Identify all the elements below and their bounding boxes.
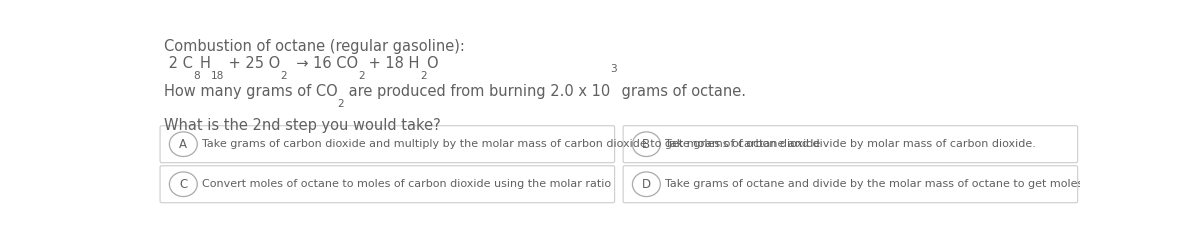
Ellipse shape	[632, 132, 660, 156]
Text: D: D	[642, 178, 650, 191]
Text: O: O	[426, 56, 438, 71]
Text: A: A	[179, 138, 187, 151]
Text: C: C	[179, 178, 187, 191]
Text: 3: 3	[611, 64, 617, 74]
Text: Convert moles of octane to moles of carbon dioxide using the molar ratio: Convert moles of octane to moles of carb…	[202, 179, 611, 189]
Ellipse shape	[169, 172, 197, 197]
FancyBboxPatch shape	[160, 126, 614, 163]
Text: B: B	[642, 138, 650, 151]
Text: 8: 8	[193, 71, 199, 81]
Text: Combustion of octane (regular gasoline):: Combustion of octane (regular gasoline):	[164, 40, 464, 54]
Text: + 25 O: + 25 O	[224, 56, 280, 71]
Ellipse shape	[632, 172, 660, 197]
Text: + 18 H: + 18 H	[365, 56, 420, 71]
Text: Take grams of carbon dioxide and multiply by the molar mass of carbon dioxide to: Take grams of carbon dioxide and multipl…	[202, 139, 820, 149]
Text: What is the 2nd step you would take?: What is the 2nd step you would take?	[164, 118, 440, 133]
FancyBboxPatch shape	[623, 126, 1078, 163]
Text: → 16 CO: → 16 CO	[287, 56, 358, 71]
Text: 2: 2	[337, 99, 344, 109]
Text: grams of octane.: grams of octane.	[617, 84, 746, 99]
Text: are produced from burning 2.0 x 10: are produced from burning 2.0 x 10	[344, 84, 611, 99]
FancyBboxPatch shape	[623, 166, 1078, 203]
Text: 2: 2	[420, 71, 426, 81]
Text: 18: 18	[210, 71, 224, 81]
Text: 2: 2	[280, 71, 287, 81]
Text: How many grams of CO: How many grams of CO	[164, 84, 337, 99]
FancyBboxPatch shape	[160, 166, 614, 203]
Ellipse shape	[169, 132, 197, 156]
Text: 2 C: 2 C	[164, 56, 193, 71]
Text: 2: 2	[358, 71, 365, 81]
Text: Take grams of octane and divide by the molar mass of octane to get moles of octa: Take grams of octane and divide by the m…	[665, 179, 1139, 189]
Text: Take grams of octane and divide by molar mass of carbon dioxide.: Take grams of octane and divide by molar…	[665, 139, 1036, 149]
Text: H: H	[199, 56, 210, 71]
